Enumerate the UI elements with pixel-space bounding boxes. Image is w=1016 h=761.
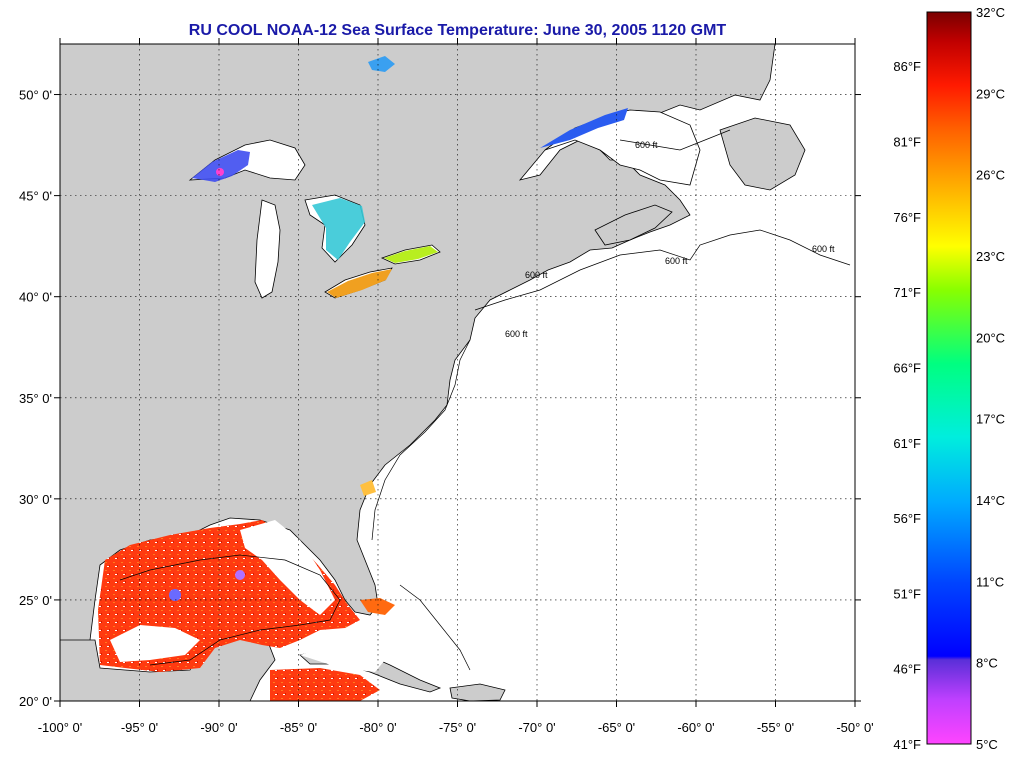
colorbar-celsius-label: 23°C: [976, 249, 1005, 264]
longitude-tick-label: -100° 0': [38, 720, 83, 735]
land-newfoundland: [719, 117, 806, 191]
sst-caribbean: [270, 668, 380, 701]
contour-600ft: [619, 129, 731, 151]
colorbar-celsius-label: 26°C: [976, 168, 1005, 183]
contour-label: 600 ft: [525, 270, 548, 280]
latitude-axis: 50° 0' 45° 0' 40° 0' 35° 0' 30° 0' 25° 0' 20° …: [19, 88, 52, 709]
colorbar-fahrenheit-label: 41°F: [893, 737, 921, 752]
colorbar-labels: 32°C 29°C 26°C 23°C 20°C 17°C 14°C 11°C 8°C 5°C 86…: [893, 5, 1005, 752]
latitude-tick-label: 50° 0': [19, 88, 52, 103]
colorbar-celsius-label: 17°C: [976, 412, 1005, 427]
longitude-tick-label: -50° 0': [836, 720, 873, 735]
longitude-tick-label: -70° 0': [518, 720, 555, 735]
longitude-tick-label: -95° 0': [121, 720, 158, 735]
colorbar-fahrenheit-label: 61°F: [893, 436, 921, 451]
sst-st-lawrence: [540, 108, 628, 148]
latitude-tick-label: 45° 0': [19, 189, 52, 204]
colorbar-fahrenheit-label: 51°F: [893, 586, 921, 601]
contour-label: 600 ft: [505, 329, 528, 339]
sst-lake-ontario: [384, 246, 438, 263]
contour-600ft: [474, 229, 851, 311]
axis-ticks: [54, 38, 861, 707]
colorbar-celsius-label: 8°C: [976, 656, 998, 671]
land-nova-scotia: [594, 204, 673, 246]
longitude-tick-label: -80° 0': [359, 720, 396, 735]
longitude-tick-label: -55° 0': [757, 720, 794, 735]
longitude-tick-label: -75° 0': [439, 720, 476, 735]
latitude-tick-label: 25° 0': [19, 593, 52, 608]
cloud-cover: [300, 645, 385, 672]
cloud-cover: [240, 520, 335, 615]
cloud-cover: [110, 625, 200, 662]
longitude-tick-label: -90° 0': [200, 720, 237, 735]
colorbar-celsius-label: 5°C: [976, 737, 998, 752]
colorbar-fahrenheit-label: 66°F: [893, 360, 921, 375]
contour-label: 600 ft: [665, 256, 688, 266]
longitude-tick-label: -65° 0': [598, 720, 635, 735]
sst-east-florida: [360, 480, 376, 496]
sst-lake-north: [368, 56, 395, 72]
colorbar-fahrenheit-label: 81°F: [893, 135, 921, 150]
contour-label: 600 ft: [635, 140, 658, 150]
latitude-tick-label: 35° 0': [19, 391, 52, 406]
contour-label: 600 ft: [812, 244, 835, 254]
colorbar-celsius-label: 20°C: [976, 330, 1005, 345]
colorbar-fahrenheit-label: 56°F: [893, 511, 921, 526]
longitude-axis: -100° 0' -95° 0' -90° 0' -85° 0' -80° 0' -75°…: [38, 720, 874, 735]
sst-lake-erie: [327, 269, 392, 298]
colorbar: [926, 11, 972, 745]
colorbar-celsius-label: 14°C: [976, 493, 1005, 508]
colorbar-fahrenheit-label: 71°F: [893, 285, 921, 300]
colorbar-celsius-label: 11°C: [976, 574, 1004, 589]
lake-michigan: [254, 199, 281, 299]
longitude-tick-label: -85° 0': [280, 720, 317, 735]
colorbar-celsius-label: 29°C: [976, 86, 1005, 101]
map-title: RU COOL NOAA-12 Sea Surface Temperature:…: [188, 22, 727, 39]
colorbar-celsius-label: 32°C: [976, 5, 1005, 20]
sst-patch: [169, 589, 181, 601]
latitude-tick-label: 30° 0': [19, 492, 52, 507]
contour-600ft: [399, 584, 471, 671]
contour-600ft: [371, 339, 471, 541]
colorbar-fahrenheit-label: 46°F: [893, 662, 921, 677]
colorbar-fahrenheit-label: 86°F: [893, 59, 921, 74]
sst-patch: [216, 168, 224, 176]
longitude-tick-label: -60° 0': [677, 720, 714, 735]
sst-lake-huron: [312, 198, 365, 260]
latitude-tick-label: 20° 0': [19, 694, 52, 709]
colorbar-fahrenheit-label: 76°F: [893, 210, 921, 225]
latitude-tick-label: 40° 0': [19, 290, 52, 305]
sst-lake-superior: [192, 150, 250, 182]
land-hispaniola: [449, 683, 506, 701]
sst-patch: [235, 570, 245, 580]
sst-florida-straits: [360, 598, 395, 615]
